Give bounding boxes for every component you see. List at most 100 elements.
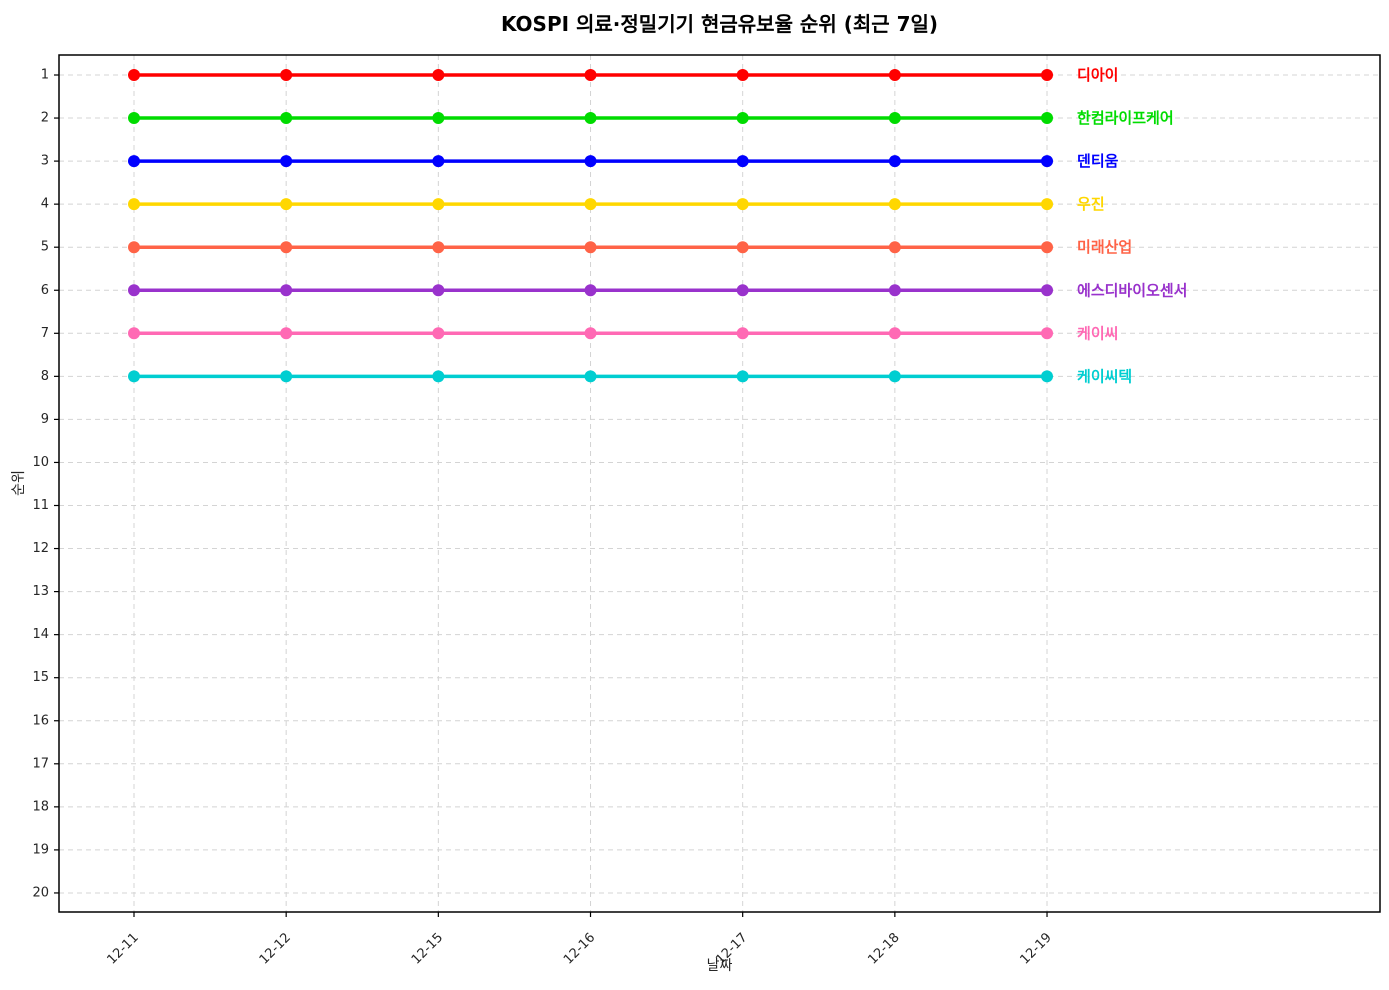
data-point: [280, 327, 293, 340]
data-point: [432, 370, 445, 383]
y-tick-label: 9: [41, 412, 49, 427]
data-point: [736, 198, 749, 211]
y-tick-label: 6: [41, 283, 49, 298]
y-tick-label: 18: [32, 799, 49, 814]
series-end-label: 우진: [1077, 195, 1105, 213]
data-point: [128, 241, 140, 254]
data-point: [1041, 241, 1054, 254]
data-point: [128, 327, 140, 340]
data-point: [432, 198, 445, 211]
data-point: [280, 112, 293, 125]
chart-title: KOSPI 의료·정밀기기 현금유보율 순위 (최근 7일): [500, 12, 939, 36]
y-tick-label: 8: [41, 369, 49, 384]
plot-border: [58, 54, 1381, 913]
series-3: 우진: [128, 195, 1105, 213]
data-point: [888, 241, 901, 254]
data-point: [888, 155, 901, 168]
data-point: [280, 69, 293, 81]
data-point: [888, 327, 901, 340]
series-4: 미래산업: [128, 238, 1132, 256]
y-tick-label: 19: [32, 842, 49, 857]
y-tick-label: 2: [41, 111, 49, 126]
data-point: [432, 69, 445, 81]
series-1: 한컴라이프케어: [128, 109, 1174, 127]
series-end-label: 덴티움: [1077, 152, 1119, 170]
data-point: [888, 198, 901, 211]
data-point: [736, 69, 749, 81]
y-tick-label: 14: [32, 627, 49, 642]
x-axis-label: 날짜: [706, 958, 733, 974]
data-point: [432, 112, 445, 125]
y-tick-label: 10: [32, 455, 49, 470]
data-point: [584, 69, 597, 81]
y-tick-label: 5: [41, 240, 49, 255]
data-point: [280, 370, 293, 383]
data-point: [1041, 112, 1054, 125]
data-point: [432, 327, 445, 340]
series-7: 케이씨텍: [128, 367, 1132, 385]
y-tick-label: 15: [32, 670, 49, 685]
data-point: [584, 112, 597, 125]
data-point: [736, 241, 749, 254]
data-point: [280, 198, 293, 211]
data-point: [888, 112, 901, 125]
data-point: [584, 327, 597, 340]
y-axis-label: 순위: [11, 470, 27, 496]
series-5: 에스디바이오센서: [128, 281, 1187, 299]
data-point: [1041, 284, 1054, 297]
data-point: [736, 284, 749, 297]
data-point: [128, 370, 140, 383]
data-point: [584, 198, 597, 211]
data-point: [280, 241, 293, 254]
data-point: [736, 370, 749, 383]
data-point: [888, 69, 901, 81]
data-point: [736, 155, 749, 168]
series-end-label: 케이씨텍: [1077, 367, 1132, 385]
y-tick-label: 3: [41, 154, 49, 169]
data-point: [736, 327, 749, 340]
data-point: [432, 284, 445, 297]
series-end-label: 케이씨: [1077, 324, 1118, 342]
data-point: [1041, 69, 1054, 81]
y-tick-label: 13: [32, 584, 49, 599]
data-point: [1041, 370, 1054, 383]
y-tick-label: 4: [41, 197, 49, 212]
y-tick-label: 20: [32, 885, 49, 900]
series-2: 덴티움: [128, 152, 1119, 170]
data-point: [280, 284, 293, 297]
data-point: [584, 155, 597, 168]
series-end-label: 에스디바이오센서: [1077, 281, 1187, 299]
data-point: [584, 241, 597, 254]
data-point: [128, 155, 140, 168]
y-tick-label: 1: [41, 68, 49, 83]
y-tick-label: 12: [32, 541, 49, 556]
data-point: [128, 69, 140, 81]
series-6: 케이씨: [128, 324, 1118, 342]
data-point: [888, 370, 901, 383]
data-point: [432, 241, 445, 254]
y-tick-label: 11: [32, 498, 49, 513]
data-point: [736, 112, 749, 125]
data-point: [128, 284, 140, 297]
data-point: [1041, 327, 1054, 340]
data-point: [128, 198, 140, 211]
gridlines: [59, 55, 1380, 912]
data-point: [584, 370, 597, 383]
y-tick-label: 7: [41, 326, 49, 341]
series-end-label: 한컴라이프케어: [1077, 109, 1174, 127]
data-point: [1041, 198, 1054, 211]
data-point: [128, 112, 140, 125]
series-end-label: 디아이: [1077, 66, 1118, 84]
data-point: [432, 155, 445, 168]
data-point: [584, 284, 597, 297]
data-point: [1041, 155, 1054, 168]
data-point: [888, 284, 901, 297]
data-point: [280, 155, 293, 168]
series-end-label: 미래산업: [1077, 238, 1132, 256]
y-tick-label: 17: [32, 756, 49, 771]
y-tick-label: 16: [32, 713, 49, 728]
series-0: 디아이: [128, 66, 1118, 84]
